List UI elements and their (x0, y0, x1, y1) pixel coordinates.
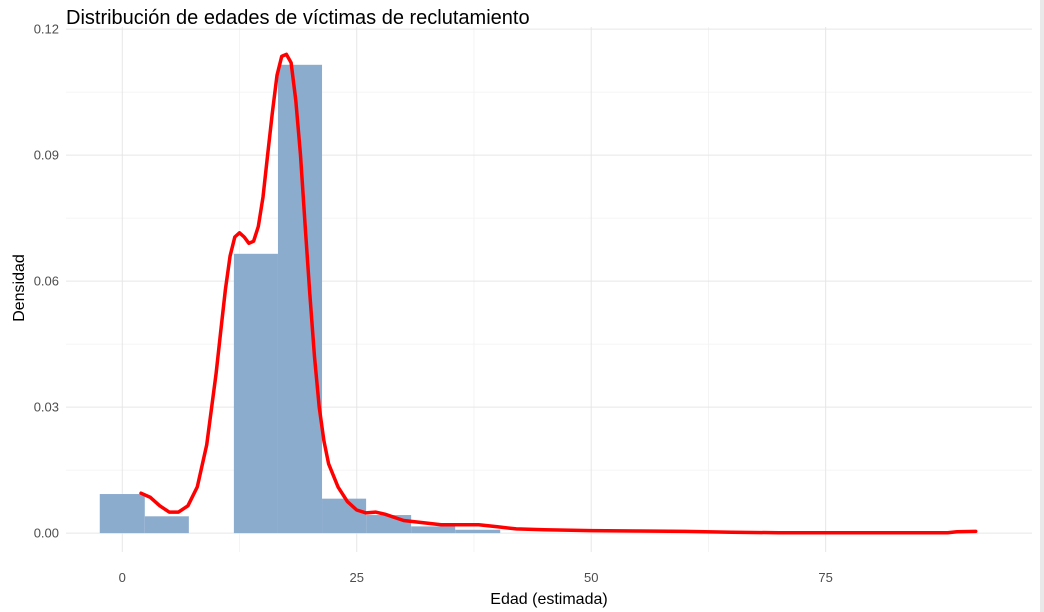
x-axis-label: Edad (estimada) (490, 591, 607, 608)
histogram-bar (455, 529, 501, 534)
y-tick-label: 0.12 (34, 22, 59, 37)
right-window-edge (1040, 0, 1044, 612)
grid (66, 27, 1032, 552)
y-tick-label: 0.09 (34, 148, 59, 163)
histogram-bar (233, 253, 278, 534)
histogram-bar (99, 494, 145, 534)
y-axis-ticks: 0.00 0.03 0.06 0.09 0.12 (34, 22, 59, 541)
density-curve-line (139, 52, 978, 535)
y-axis-label: Densidad (11, 254, 28, 322)
x-axis-ticks: 0 25 50 75 (119, 570, 833, 585)
x-tick-label: 75 (818, 570, 832, 585)
x-tick-label: 50 (584, 570, 598, 585)
histogram-bar (144, 516, 189, 534)
y-tick-label: 0.03 (34, 400, 59, 415)
histogram-bar (366, 515, 412, 534)
histogram-bars (99, 64, 501, 534)
chart-title: Distribución de edades de víctimas de re… (66, 7, 530, 29)
y-tick-label: 0.06 (34, 274, 59, 289)
x-tick-label: 25 (350, 570, 364, 585)
histogram-bar (411, 526, 456, 534)
histogram-bar (322, 498, 367, 534)
x-tick-label: 0 (119, 570, 126, 585)
y-tick-label: 0.00 (34, 526, 59, 541)
